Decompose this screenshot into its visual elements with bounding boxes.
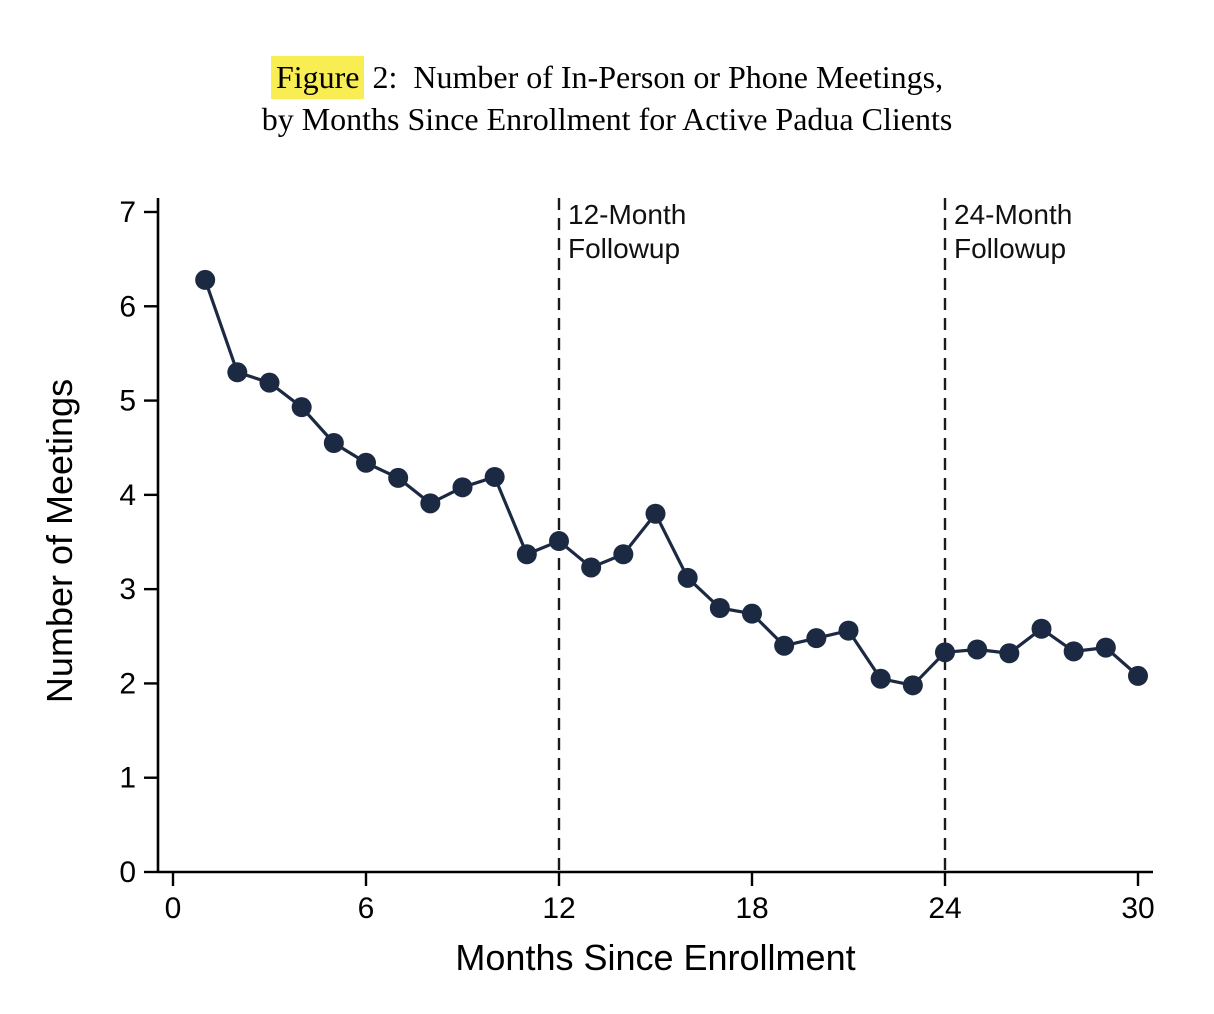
title-line1-rest: 2: Number of In-Person or Phone Meetings… [364, 59, 944, 95]
data-point [420, 493, 441, 514]
x-axis-tick-label: 18 [735, 892, 768, 925]
y-axis-title: Number of Meetings [39, 379, 80, 703]
data-point [291, 397, 312, 418]
y-axis-tick-label: 6 [119, 290, 136, 323]
x-axis-tick-label: 6 [358, 892, 375, 925]
data-point [516, 544, 537, 565]
data-point [709, 598, 730, 618]
data-point [227, 362, 248, 383]
data-point [452, 477, 473, 498]
reference-label-line2: Followup [954, 233, 1066, 264]
data-point [581, 557, 602, 578]
x-axis-tick-label: 24 [928, 892, 961, 925]
data-point [549, 531, 569, 552]
x-axis-tick-label: 30 [1121, 892, 1154, 925]
data-point [902, 675, 923, 696]
data-point [613, 544, 634, 565]
y-axis-tick-label: 2 [119, 667, 136, 700]
data-point [259, 372, 280, 393]
y-axis-tick-label: 1 [119, 762, 136, 795]
data-point [838, 620, 859, 641]
data-point [323, 433, 344, 453]
x-axis-title: Months Since Enrollment [455, 937, 855, 978]
data-point [1063, 641, 1084, 662]
y-axis-tick-label: 5 [119, 385, 136, 418]
data-point [967, 639, 988, 660]
data-point [356, 452, 376, 473]
data-point [1031, 618, 1052, 639]
data-point [806, 628, 827, 649]
data-point [484, 466, 505, 487]
figure-title: Figure 2: Number of In-Person or Phone M… [0, 56, 1214, 140]
figure-title-line2: by Months Since Enrollment for Active Pa… [261, 101, 953, 137]
y-axis-tick-label: 0 [119, 856, 136, 889]
data-point [935, 642, 955, 663]
data-point [1128, 665, 1148, 686]
data-point [999, 643, 1020, 664]
data-point [1095, 637, 1116, 658]
figure-title-line1: Figure 2: Number of In-Person or Phone M… [0, 56, 1214, 99]
data-point [870, 668, 891, 689]
title-highlight-figure: Figure [270, 56, 365, 99]
data-point [742, 603, 762, 624]
x-axis-tick-label: 12 [542, 892, 575, 925]
data-point [677, 567, 698, 588]
data-point [195, 269, 216, 290]
data-line [203, 279, 1140, 687]
data-point [774, 635, 795, 656]
x-axis-tick-label: 0 [165, 892, 182, 925]
reference-label-line2: Followup [568, 233, 680, 264]
reference-label-line1: 24-Month [954, 199, 1072, 230]
y-axis-tick-label: 7 [119, 196, 136, 229]
y-axis-tick-label: 4 [119, 479, 136, 512]
data-point [388, 467, 409, 488]
data-point [645, 503, 666, 524]
reference-label-line1: 12-Month [568, 199, 686, 230]
y-axis-tick-label: 3 [119, 573, 136, 606]
